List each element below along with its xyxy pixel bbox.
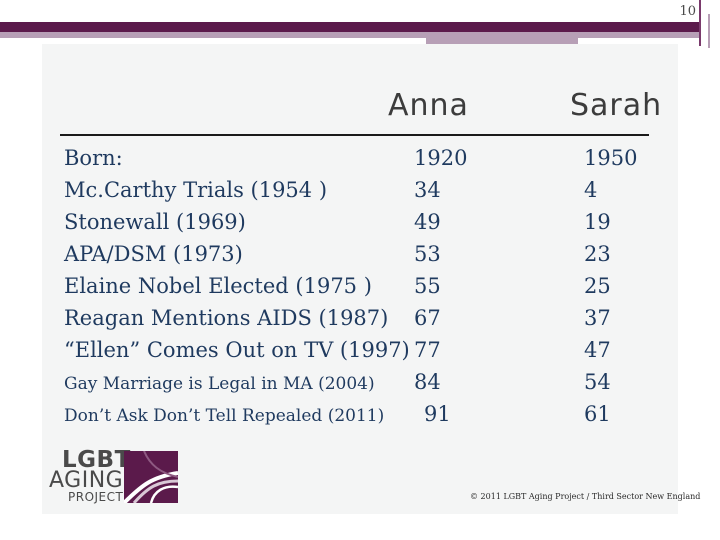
sarah-age: 4 <box>584 178 598 202</box>
event-label: Reagan Mentions AIDS (1987) <box>64 306 389 330</box>
column-header-sarah: Sarah <box>570 88 663 123</box>
table-row: Mc.Carthy Trials (1954 ) 34 4 <box>0 178 720 209</box>
anna-age: 84 <box>414 370 441 394</box>
logo-line2: AGING <box>49 468 124 493</box>
anna-age: 49 <box>414 210 441 234</box>
logo-road-icon <box>124 451 178 503</box>
sarah-age: 23 <box>584 242 611 266</box>
copyright-notice: © 2011 LGBT Aging Project / Third Sector… <box>470 492 701 501</box>
page-number: 10 <box>679 4 696 19</box>
table-row: APA/DSM (1973) 53 23 <box>0 242 720 273</box>
table-row: Elaine Nobel Elected (1975 ) 55 25 <box>0 274 720 305</box>
header-rule <box>60 134 649 136</box>
top-dark-bar <box>0 22 700 32</box>
sarah-age: 61 <box>584 402 611 426</box>
sarah-age: 37 <box>584 306 611 330</box>
anna-age: 91 <box>424 402 451 426</box>
event-label: Born: <box>64 146 123 170</box>
table-row: Don’t Ask Don’t Tell Repealed (2011) 91 61 <box>0 402 720 433</box>
accent-bar <box>426 38 578 46</box>
top-light-bar <box>0 32 700 38</box>
anna-age: 34 <box>414 178 441 202</box>
table-row: Reagan Mentions AIDS (1987) 67 37 <box>0 306 720 337</box>
event-label: Gay Marriage is Legal in MA (2004) <box>64 374 375 394</box>
event-label: Mc.Carthy Trials (1954 ) <box>64 178 328 202</box>
event-label: APA/DSM (1973) <box>64 242 243 266</box>
corner-line-light <box>708 14 710 48</box>
table-row: Born: 1920 1950 <box>0 146 720 177</box>
column-header-anna: Anna <box>388 88 469 123</box>
slide-panel <box>42 44 678 514</box>
event-label: Don’t Ask Don’t Tell Repealed (2011) <box>64 406 385 426</box>
anna-age: 55 <box>414 274 441 298</box>
corner-line <box>699 0 701 46</box>
sarah-age: 19 <box>584 210 611 234</box>
sarah-age: 47 <box>584 338 611 362</box>
event-label: Stonewall (1969) <box>64 210 246 234</box>
logo-line1: LGBT <box>62 447 131 473</box>
table-row: Gay Marriage is Legal in MA (2004) 84 54 <box>0 370 720 401</box>
logo-line3: PROJECT <box>68 490 124 504</box>
anna-age: 67 <box>414 306 441 330</box>
table-row: Stonewall (1969) 49 19 <box>0 210 720 241</box>
table-row: “Ellen” Comes Out on TV (1997) 77 47 <box>0 338 720 369</box>
anna-age: 53 <box>414 242 441 266</box>
sarah-age: 1950 <box>584 146 638 170</box>
sarah-age: 25 <box>584 274 611 298</box>
event-label: Elaine Nobel Elected (1975 ) <box>64 274 372 298</box>
anna-age: 1920 <box>414 146 468 170</box>
sarah-age: 54 <box>584 370 611 394</box>
event-label: “Ellen” Comes Out on TV (1997) <box>64 338 410 362</box>
anna-age: 77 <box>414 338 441 362</box>
